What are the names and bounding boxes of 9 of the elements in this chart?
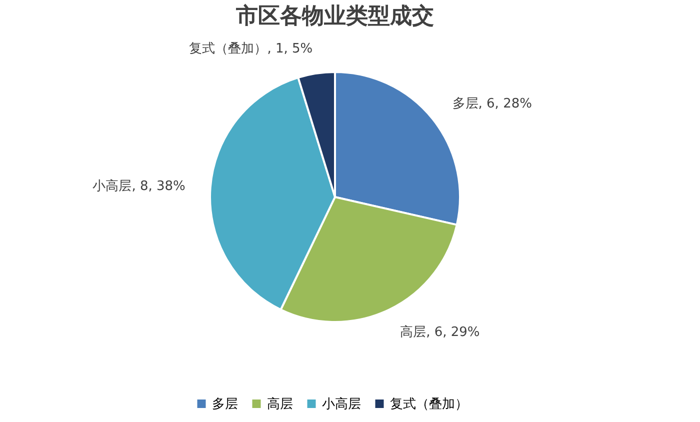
data-label: 复式（叠加）, 1, 5% — [189, 42, 313, 57]
chart-title: 市区各物业类型成交 — [235, 3, 434, 29]
data-label: 高层, 6, 29% — [400, 324, 480, 340]
legend-label: 复式（叠加） — [390, 396, 468, 412]
legend-label: 多层 — [212, 396, 238, 412]
legend-label: 小高层 — [322, 396, 361, 412]
legend-label: 高层 — [267, 396, 293, 412]
data-label: 小高层, 8, 38% — [92, 178, 186, 194]
data-label: 多层, 6, 28% — [452, 96, 532, 112]
